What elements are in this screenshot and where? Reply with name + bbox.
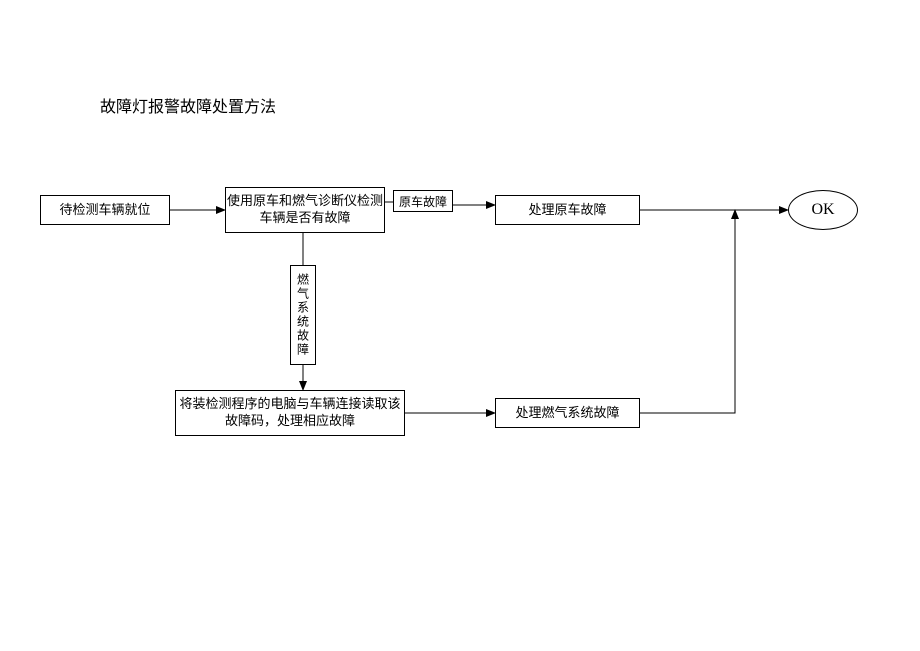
node-handle-original: 处理原车故障 (495, 195, 640, 225)
node-diagnose: 使用原车和燃气诊断仪检测车辆是否有故障 (225, 187, 385, 233)
node-ok: OK (788, 190, 858, 230)
node-read-code: 将装检测程序的电脑与车辆连接读取该故障码，处理相应故障 (175, 390, 405, 436)
edge-label-gas-fault: 燃气系统故障 (290, 265, 316, 365)
edge-label-text: 原车故障 (399, 193, 447, 210)
node-label: 处理原车故障 (528, 202, 606, 219)
node-label: OK (811, 200, 834, 221)
node-label: 使用原车和燃气诊断仪检测车辆是否有故障 (226, 193, 384, 227)
node-label: 处理燃气系统故障 (515, 405, 619, 422)
node-vehicle-ready: 待检测车辆就位 (40, 195, 170, 225)
node-label: 将装检测程序的电脑与车辆连接读取该故障码，处理相应故障 (176, 396, 404, 430)
node-handle-gas: 处理燃气系统故障 (495, 398, 640, 428)
node-label: 待检测车辆就位 (59, 202, 150, 219)
edge-label-text: 燃气系统故障 (295, 273, 312, 357)
diagram-title: 故障灯报警故障处置方法 (100, 93, 276, 117)
edge-label-original-fault: 原车故障 (393, 190, 453, 212)
